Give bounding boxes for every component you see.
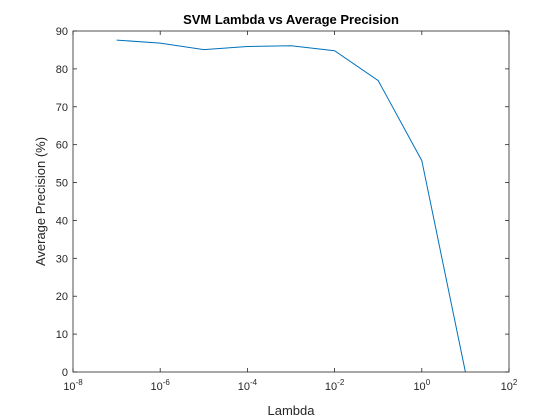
y-tick-label: 30 [56,253,68,265]
y-tick-label: 90 [56,26,68,38]
y-axis-ticks: 0 10 20 30 40 50 60 70 80 90 [56,26,509,379]
x-axis-label: Lambda [268,403,316,418]
y-tick-label: 20 [56,291,68,303]
y-tick-label: 70 [56,102,68,114]
chart-title: SVM Lambda vs Average Precision [183,12,399,27]
y-axis-label: Average Precision (%) [33,137,48,266]
y-tick-label: 40 [56,215,68,227]
y-tick-label: 50 [56,178,68,190]
series-line [116,39,466,373]
plot-area [73,31,509,372]
y-tick-label: 10 [56,329,68,341]
plot-frame [72,30,510,373]
y-tick-label: 0 [62,367,68,379]
x-axis-ticks: 10-8 10-6 10-4 10-2 100 102 [63,31,518,393]
y-tick-label: 80 [56,64,68,76]
y-tick-label: 60 [56,140,68,152]
series-layer [116,39,466,373]
